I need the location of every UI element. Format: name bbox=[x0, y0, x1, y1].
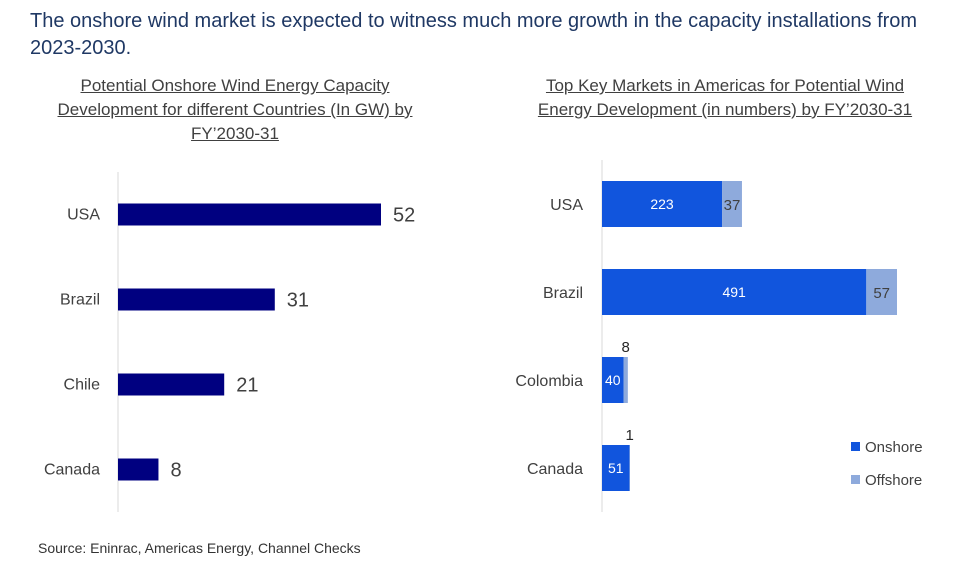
headline: The onshore wind market is expected to w… bbox=[30, 10, 918, 59]
data-label-brazil: 31 bbox=[287, 290, 309, 312]
category-label-colombia: Colombia bbox=[515, 373, 583, 390]
bar-brazil bbox=[118, 288, 275, 311]
bar-canada bbox=[118, 458, 159, 481]
offshore-label-canada: 1 bbox=[626, 427, 634, 444]
left-chart-title: Potential Onshore Wind Energy Capacity D… bbox=[57, 76, 413, 143]
data-label-chile: 21 bbox=[236, 375, 258, 397]
bar-onshore-usa bbox=[602, 181, 723, 227]
onshore-label-canada: 51 bbox=[608, 460, 624, 476]
onshore-capacity-chart: USA 52 Brazil 31 Chile 21 Canada 8 bbox=[44, 172, 415, 512]
category-label-usa: USA bbox=[550, 197, 583, 214]
category-label-canada: Canada bbox=[44, 462, 100, 479]
category-label-usa: USA bbox=[67, 207, 100, 224]
legend-swatch-onshore bbox=[851, 442, 860, 451]
data-label-canada: 8 bbox=[170, 460, 181, 482]
onshore-label-brazil: 491 bbox=[722, 284, 746, 300]
category-label-brazil: Brazil bbox=[60, 292, 100, 309]
bar-onshore-brazil bbox=[602, 269, 867, 315]
category-label-chile: Chile bbox=[64, 377, 101, 394]
bar-onshore-colombia bbox=[602, 357, 624, 403]
bar-offshore-colombia bbox=[623, 357, 628, 403]
key-markets-chart: USA 223 37 Brazil 491 57 Colombia 408 Canada 511 O… bbox=[515, 160, 923, 512]
offshore-label-usa: 37 bbox=[724, 197, 741, 214]
data-label-usa: 52 bbox=[393, 205, 415, 227]
offshore-label-colombia: 8 bbox=[622, 339, 630, 356]
onshore-label-usa: 223 bbox=[650, 196, 674, 212]
source-note: Source: Eninrac, Americas Energy, Channe… bbox=[38, 540, 361, 556]
bar-offshore-canada bbox=[629, 445, 630, 491]
bar-onshore-canada bbox=[602, 445, 630, 491]
bar-chile bbox=[118, 373, 225, 396]
right-chart-title: Top Key Markets in Americas for Potentia… bbox=[537, 76, 913, 119]
legend-label-onshore: Onshore bbox=[865, 439, 923, 456]
bar-usa bbox=[118, 203, 381, 226]
bar-offshore-brazil bbox=[866, 269, 897, 315]
onshore-label-colombia: 40 bbox=[605, 372, 621, 388]
bar-offshore-usa bbox=[722, 181, 742, 227]
legend-swatch-offshore bbox=[851, 475, 860, 484]
offshore-label-brazil: 57 bbox=[873, 285, 890, 302]
category-label-canada: Canada bbox=[527, 461, 583, 478]
legend-label-offshore: Offshore bbox=[865, 472, 922, 489]
category-label-brazil: Brazil bbox=[543, 285, 583, 302]
